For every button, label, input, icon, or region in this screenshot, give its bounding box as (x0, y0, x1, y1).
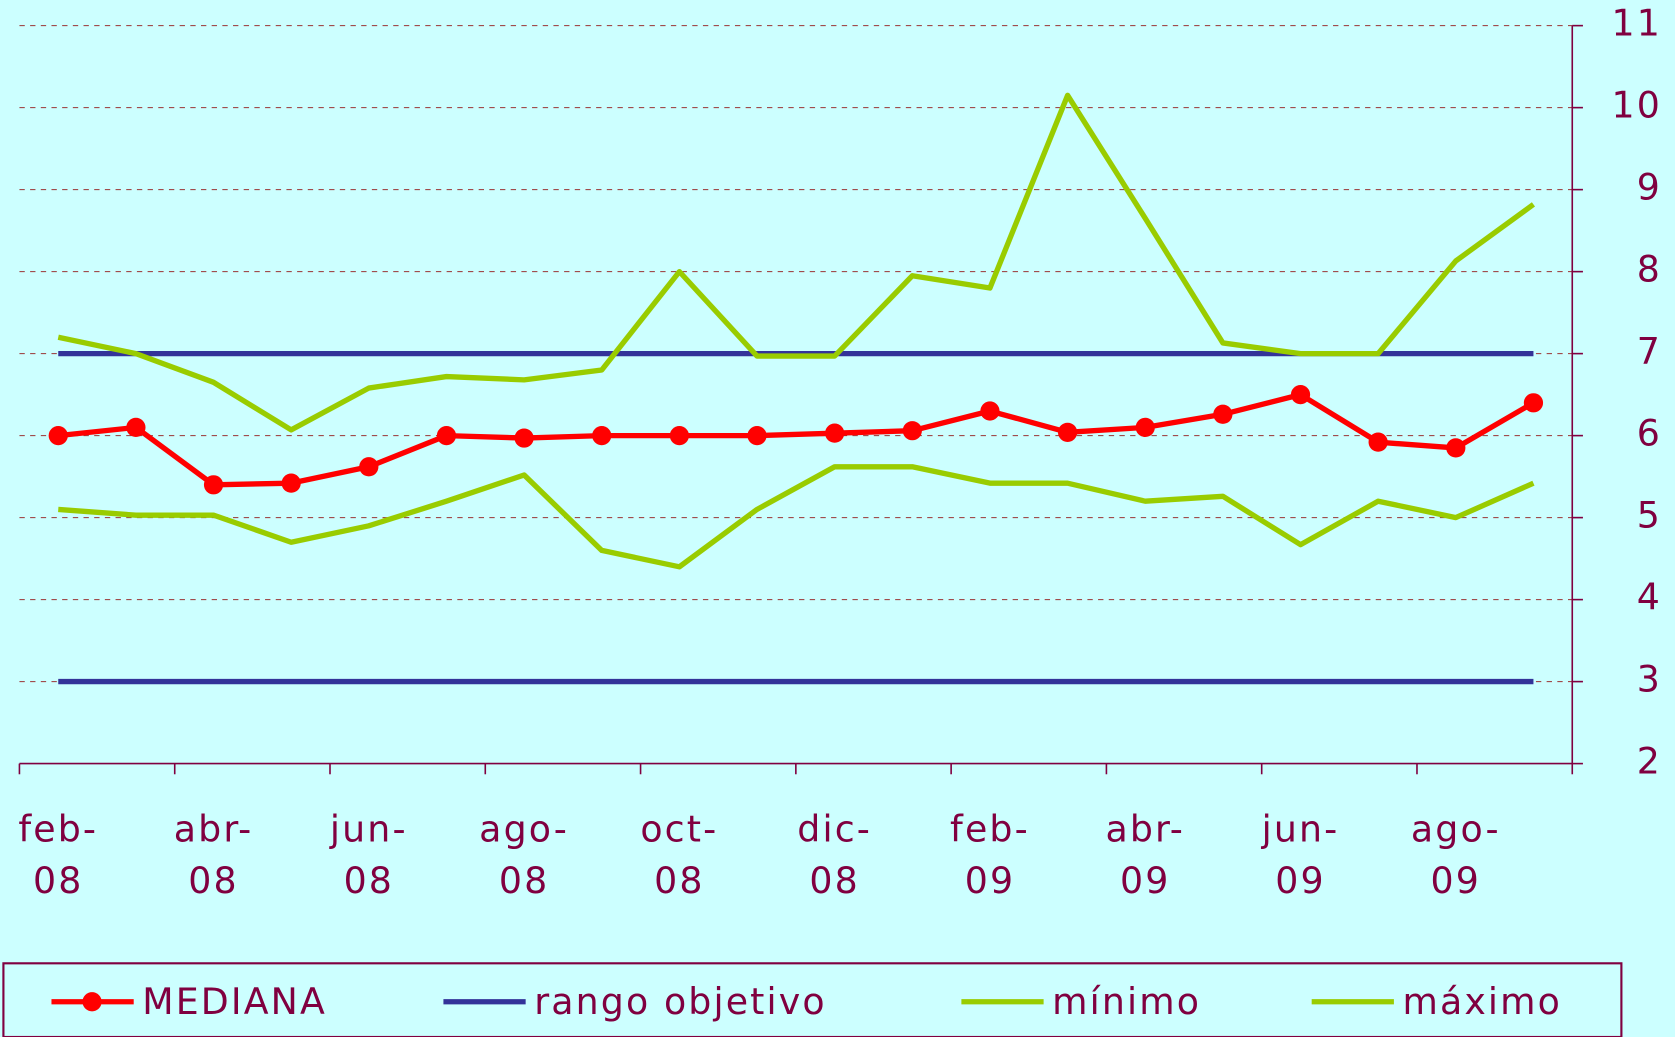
marker (747, 426, 767, 446)
marker (1057, 422, 1078, 442)
series-line (58, 464, 1535, 570)
x-tick-label-box: oct-08 (640, 808, 719, 903)
legend-label: rango objetivo (534, 980, 827, 1023)
marker (1290, 385, 1311, 405)
marker (1368, 432, 1388, 452)
x-tick-label-box: ago-09 (1410, 808, 1501, 903)
x-tick-label: abr-08 (173, 808, 254, 903)
x-tick-label: ago-08 (479, 808, 570, 903)
x-tick-label-box: feb-09 (950, 808, 1030, 903)
y-tick-label: 5 (1637, 494, 1662, 537)
marker (126, 417, 146, 438)
x-tick-label: feb-08 (18, 808, 99, 903)
marker (281, 473, 301, 493)
series-line (57, 92, 1536, 433)
legend-marker (82, 992, 102, 1012)
x-tick-label-box: ago-08 (479, 808, 570, 903)
x-tick-label: abr-09 (1105, 808, 1186, 903)
legend-label: mínimo (1052, 980, 1201, 1023)
legend-label: máximo (1402, 980, 1562, 1023)
y-tick-label: 8 (1637, 248, 1662, 291)
x-tick-label-box: jun-09 (1261, 808, 1340, 903)
x-tick-label-box: dic-08 (797, 808, 873, 903)
y-tick-label: 2 (1637, 740, 1662, 783)
series-line (57, 391, 1535, 488)
y-tick-label: 6 (1637, 412, 1662, 455)
marker (1213, 404, 1233, 424)
y-tick-label: 9 (1637, 166, 1662, 209)
marker (592, 426, 612, 446)
y-tick-label: 7 (1637, 330, 1662, 373)
x-tick-label: oct-08 (640, 808, 719, 903)
marker (203, 475, 224, 495)
marker (902, 421, 922, 441)
marker (980, 401, 1000, 421)
x-tick-label: feb-09 (950, 808, 1030, 903)
marker (1135, 417, 1155, 438)
y-tick-label: 10 (1612, 84, 1662, 127)
x-tick-label: jun-09 (1261, 808, 1340, 903)
x-tick-label: jun-08 (329, 808, 408, 903)
marker (48, 426, 68, 446)
x-tick-label-box: feb-08 (18, 808, 99, 903)
marker (825, 423, 845, 443)
x-tick-label: ago-09 (1410, 808, 1501, 903)
marker (359, 457, 379, 477)
x-tick-label-box: jun-08 (329, 808, 408, 903)
marker (1523, 393, 1544, 413)
marker (669, 426, 689, 446)
marker (1446, 438, 1466, 458)
legend-box (2, 962, 1623, 1037)
y-tick-label: 3 (1637, 658, 1662, 701)
x-tick-label-box: abr-08 (173, 808, 254, 903)
x-tick-label-box: abr-09 (1105, 808, 1186, 903)
x-tick-label: dic-08 (797, 808, 873, 903)
marker (436, 426, 457, 446)
y-tick-label: 4 (1637, 576, 1662, 619)
y-tick-label: 11 (1612, 2, 1662, 45)
marker (514, 428, 534, 448)
legend-label: MEDIANA (142, 980, 327, 1023)
